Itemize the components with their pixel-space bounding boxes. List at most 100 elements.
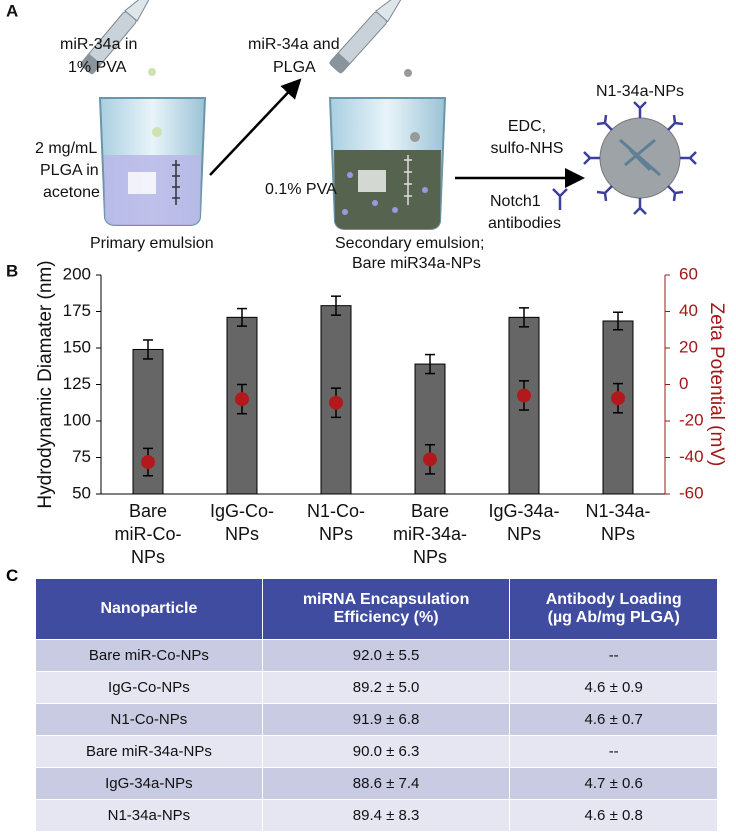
table-cell: -- [509, 735, 718, 768]
table-row: N1-Co-NPs 91.9 ± 6.8 4.6 ± 0.7 [35, 703, 718, 736]
table-cell: 90.0 ± 6.3 [261, 735, 511, 768]
diagram-label: 0.1% PVA [265, 181, 337, 198]
error-bar [425, 353, 435, 375]
x-tick-label: Bare miR-34a- NPs [392, 501, 467, 567]
antibody-icon [552, 188, 568, 210]
table-cell: 89.2 ± 5.0 [261, 671, 511, 704]
y2-axis-title: Zeta Potential (mV) [706, 303, 727, 467]
header-row: Nanoparticle miRNA Encapsulation Efficienc… [35, 578, 718, 640]
diagram-label: sulfo-NHS [491, 140, 564, 157]
header-line: Nanoparticle [100, 600, 198, 617]
arrow [209, 78, 302, 176]
point [141, 455, 155, 470]
column-header: Nanoparticle [35, 578, 263, 640]
header-line: Antibody Loading [545, 591, 682, 608]
error-bar [143, 339, 153, 360]
panel-label: A [6, 1, 18, 20]
diagram-label: antibodies [488, 215, 561, 232]
y2-tick-label: -60 [679, 483, 704, 502]
table-cell: N1-Co-NPs [35, 703, 263, 736]
y-tick-label: 75 [72, 447, 91, 466]
y-tick-label: 200 [63, 264, 91, 283]
nanoparticle [583, 101, 697, 215]
error-bar [519, 307, 529, 328]
x-tick-label: N1-Co- NPs [306, 501, 365, 544]
schematic: A miR-34a in 1% PVA 2 mg/mL PLGA in acet… [6, 0, 697, 272]
figure-canvas: A miR-34a in 1% PVA 2 mg/mL PLGA in acet… [6, 0, 727, 509]
table-row: N1-34a-NPs 89.4 ± 8.3 4.6 ± 0.8 [35, 799, 718, 832]
diagram-caption: Bare miR34a-NPs [352, 255, 481, 272]
x-tick-label: IgG-Co- NPs [209, 501, 274, 544]
panel-label: C [6, 566, 19, 585]
diagram-label: Notch1 [490, 193, 541, 210]
diagram-label: 2 mg/mL [35, 140, 97, 157]
beaker [98, 97, 207, 226]
y2-tick-label: 60 [679, 264, 698, 283]
y-tick-label: 50 [72, 483, 91, 502]
header-line: (µg Ab/mg PLGA) [547, 609, 680, 626]
table-row: IgG-34a-NPs 88.6 ± 7.4 4.7 ± 0.6 [35, 767, 718, 800]
x-tick-label: IgG-34a- NPs [488, 501, 560, 544]
y-tick-label: 100 [63, 410, 91, 429]
column-header: Antibody Loading (µg Ab/mg PLGA) [509, 578, 718, 640]
diagram-label: EDC, [508, 118, 546, 135]
y-tick-label: 125 [63, 374, 91, 393]
table-cell: N1-34a-NPs [35, 799, 263, 832]
table-cell: Bare miR-34a-NPs [35, 735, 263, 768]
point [517, 388, 531, 403]
y2-tick-label: 40 [679, 301, 698, 320]
diagram-caption: Secondary emulsion; [335, 235, 484, 252]
y2-tick-label: 20 [679, 337, 698, 356]
diagram-label: miR-34a in [60, 36, 137, 53]
diagram-label: PLGA [273, 59, 316, 76]
point [423, 452, 437, 467]
table-cell: 91.9 ± 6.8 [261, 703, 511, 736]
header-line: Efficiency (%) [333, 609, 439, 626]
table-cell: IgG-Co-NPs [35, 671, 263, 704]
diagram-label: PLGA in [40, 162, 99, 179]
table-cell: 4.6 ± 0.8 [509, 799, 718, 832]
panel-label: B [6, 261, 18, 280]
pipette [79, 0, 153, 75]
error-bar [237, 307, 247, 327]
table-cell: -- [509, 639, 718, 672]
beaker [328, 97, 447, 230]
y2-tick-label: -40 [679, 447, 704, 466]
table-body: Bare miR-Co-NPs 92.0 ± 5.5 -- IgG-Co-NPs 89.… [35, 639, 718, 832]
y-tick-label: 175 [63, 301, 91, 320]
x-tick-label: Bare miR-Co- NPs [114, 501, 182, 567]
table-cell: 4.7 ± 0.6 [509, 767, 718, 800]
table-cell: 89.4 ± 8.3 [261, 799, 511, 832]
y2-tick-label: 0 [679, 374, 688, 393]
column-header: miRNA Encapsulation Efficiency (%) [261, 578, 511, 640]
diagram-label: N1-34a-NPs [596, 83, 684, 100]
error-bar [613, 311, 623, 331]
diagram-label: miR-34a and [248, 36, 340, 53]
droplet [404, 69, 412, 77]
point [329, 395, 343, 410]
diagram-label: 1% PVA [68, 59, 127, 76]
table-cell: IgG-34a-NPs [35, 767, 263, 800]
table-cell: Bare miR-Co-NPs [35, 639, 263, 672]
chart: B 50 75 100 125 150 175 200 -60 -40 -20 0 20 40 60 Hydr… [6, 260, 727, 508]
point [235, 392, 249, 407]
table-row: Bare miR-34a-NPs 90.0 ± 6.3 -- [35, 735, 718, 768]
table-row: IgG-Co-NPs 89.2 ± 5.0 4.6 ± 0.9 [35, 671, 718, 704]
point [611, 391, 625, 406]
data-table: Nanoparticle miRNA Encapsulation Efficienc… [35, 578, 718, 832]
table-row: Bare miR-Co-NPs 92.0 ± 5.5 -- [35, 639, 718, 672]
y-axis-title: Hydrodynamic Diamater (nm) [35, 260, 56, 508]
droplet [148, 68, 156, 76]
table-cell: 92.0 ± 5.5 [261, 639, 511, 672]
y-tick-label: 150 [63, 337, 91, 356]
pipette [328, 0, 404, 74]
error-bar [331, 295, 341, 316]
y2-tick-label: -20 [679, 410, 704, 429]
header-line: miRNA Encapsulation [302, 591, 470, 608]
diagram-label: acetone [43, 184, 100, 201]
diagram-caption: Primary emulsion [90, 235, 214, 252]
table-cell: 4.6 ± 0.9 [509, 671, 718, 704]
table-cell: 88.6 ± 7.4 [261, 767, 511, 800]
table-cell: 4.6 ± 0.7 [509, 703, 718, 736]
